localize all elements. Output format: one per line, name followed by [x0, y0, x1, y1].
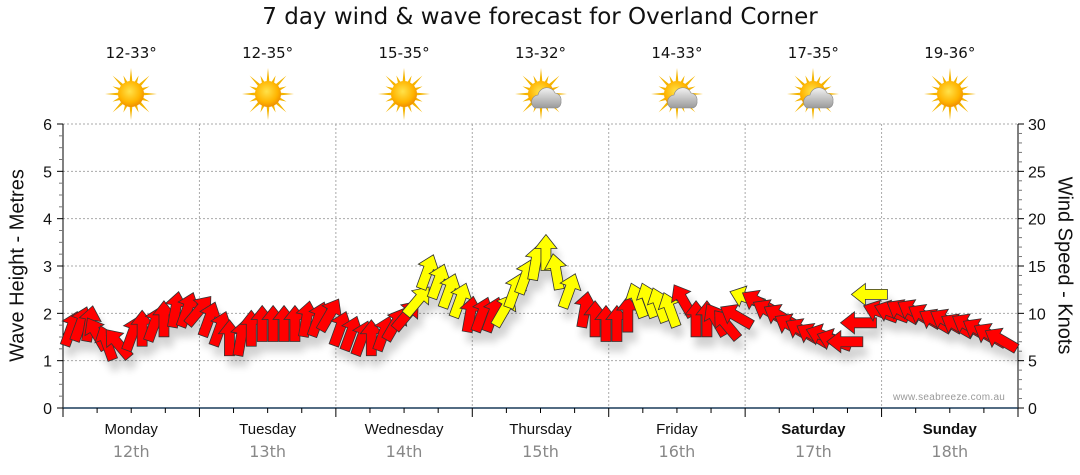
- date-label: 15th: [522, 442, 559, 461]
- day-label: Thursday: [509, 421, 572, 438]
- y-tick-label-left: 0: [43, 401, 52, 418]
- partly-cloudy-icon: [513, 66, 569, 122]
- date-label: 12th: [112, 442, 150, 461]
- y-tick-label-right: 15: [1028, 259, 1046, 276]
- y-tick-label-left: 6: [43, 117, 52, 134]
- sunny-icon: [240, 66, 296, 122]
- wind-arrow: [557, 273, 582, 310]
- wind-arrow: [850, 282, 888, 307]
- y-tick-label-right: 25: [1028, 164, 1046, 181]
- day-label: Tuesday: [239, 421, 297, 438]
- wind-arrow: [839, 310, 877, 335]
- sunny-icon: [922, 66, 978, 122]
- y-tick-label-right: 20: [1028, 212, 1046, 229]
- y-tick-label-left: 4: [43, 212, 52, 229]
- temperature-range: 12-35°: [242, 44, 294, 62]
- day-label: Saturday: [781, 421, 846, 438]
- temperature-range: 14-33°: [651, 44, 703, 62]
- y-tick-label-left: 3: [43, 259, 52, 276]
- chart-title: 7 day wind & wave forecast for Overland …: [262, 4, 818, 30]
- wind-arrow: [720, 304, 755, 330]
- temperature-range: 12-33°: [105, 44, 157, 62]
- sunny-icon: [376, 66, 432, 122]
- day-label: Monday: [104, 421, 158, 438]
- day-label: Wednesday: [364, 421, 444, 438]
- y-tick-label-left: 5: [43, 164, 52, 181]
- wind-arrow: [534, 233, 558, 271]
- date-label: 18th: [931, 442, 969, 461]
- y-tick-label-left: 1: [43, 354, 52, 371]
- partly-cloudy-icon: [649, 66, 705, 122]
- date-label: 13th: [249, 442, 287, 461]
- y-tick-label-right: 10: [1028, 306, 1046, 323]
- temperature-range: 19-36°: [924, 44, 976, 62]
- date-label: 17th: [794, 442, 832, 461]
- date-label: 14th: [385, 442, 423, 461]
- temperature-range: 15-35°: [378, 44, 430, 62]
- day-label: Sunday: [922, 421, 977, 438]
- date-label: 16th: [658, 442, 696, 461]
- day-label: Friday: [656, 421, 698, 438]
- sunny-icon: [103, 66, 159, 122]
- y-tick-label-right: 0: [1028, 401, 1037, 418]
- partly-cloudy-icon: [785, 66, 841, 122]
- y-tick-label-right: 5: [1028, 354, 1037, 371]
- y-tick-label-left: 2: [43, 306, 52, 323]
- watermark: www.seabreeze.com.au: [893, 392, 1006, 403]
- wind-arrow: [543, 253, 568, 291]
- wind-arrow: [105, 329, 134, 361]
- temperature-range: 17-35°: [787, 44, 839, 62]
- y-tick-label-right: 30: [1028, 117, 1046, 134]
- temperature-range: 13-32°: [514, 44, 567, 62]
- wind-arrow: [826, 329, 864, 354]
- wind-arrow: [401, 286, 430, 319]
- wind-arrow: [984, 327, 1020, 354]
